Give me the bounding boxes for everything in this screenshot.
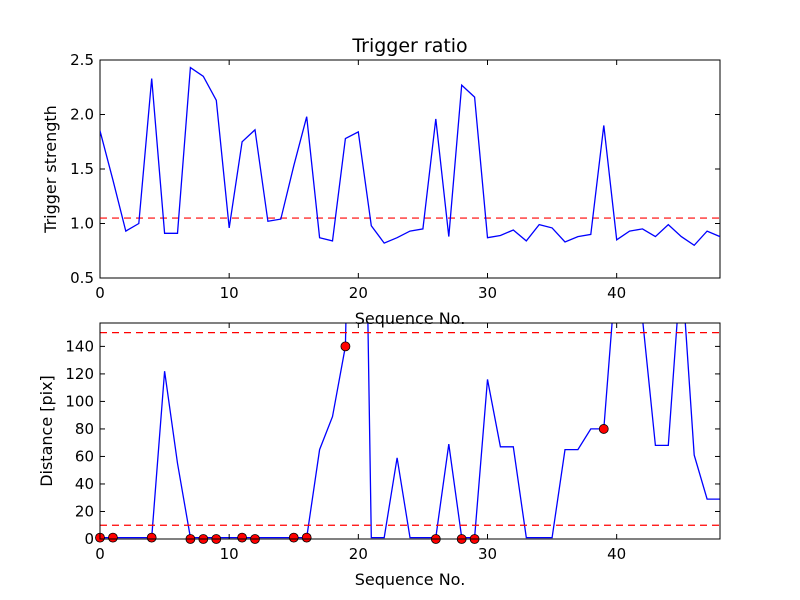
top-plot-frame (99, 59, 721, 279)
y-tick-label: 1.0 (70, 215, 94, 233)
data-marker (598, 424, 609, 434)
x-tick-label: 0 (95, 545, 105, 563)
bottom-axes: 0 10 20 30 40 0 20 40 60 80 100 120 140 Sequence No… (37, 322, 721, 589)
data-marker (340, 341, 351, 352)
top-y-ticks: 0.5 1.0 1.5 2.0 2.5 (70, 51, 720, 287)
chart-title: Trigger ratio (351, 35, 467, 57)
bottom-plot-frame (99, 322, 721, 540)
bottom-threshold-lines (100, 332, 720, 526)
y-tick-label: 140 (65, 337, 94, 355)
y-tick-label: 60 (75, 447, 94, 465)
y-tick-label: 40 (75, 475, 94, 493)
bottom-x-ticks: 0 10 20 30 40 (95, 323, 626, 563)
data-marker (288, 532, 299, 543)
y-tick-label: 1.5 (70, 160, 94, 178)
y-tick-label: 0 (84, 530, 94, 548)
y-tick-label: 80 (75, 420, 94, 438)
top-x-ticks: 0 10 20 30 40 (95, 60, 626, 302)
x-tick-label: 30 (478, 284, 497, 302)
series-line (100, 323, 720, 539)
y-tick-label: 2.0 (70, 106, 94, 124)
x-tick-label: 20 (349, 284, 368, 302)
bottom-series (100, 323, 720, 539)
x-tick-label: 40 (607, 545, 626, 563)
top-axes: 0 10 20 30 40 0.5 1.0 1.5 2.0 2.5 Sequence No. T… (41, 51, 721, 328)
data-marker (301, 532, 312, 543)
data-marker (146, 532, 157, 543)
data-marker (237, 532, 247, 543)
y-tick-label: 0.5 (70, 269, 94, 287)
x-tick-label: 10 (220, 284, 239, 302)
x-tick-label: 40 (607, 284, 626, 302)
data-marker (108, 532, 118, 543)
bottom-x-axis-label: Sequence No. (355, 570, 466, 589)
x-tick-label: 30 (478, 545, 497, 563)
x-tick-label: 0 (95, 284, 105, 302)
top-x-axis-label: Sequence No. (355, 309, 466, 328)
bottom-markers (95, 341, 609, 544)
bottom-y-axis-label: Distance [pix] (37, 375, 56, 487)
bottom-y-ticks: 0 20 40 60 80 100 120 140 (65, 337, 720, 548)
top-series (100, 66, 720, 247)
x-tick-label: 10 (220, 545, 239, 563)
y-tick-label: 120 (65, 365, 94, 383)
series-line (100, 66, 720, 247)
y-tick-label: 20 (75, 502, 94, 520)
y-tick-label: 2.5 (70, 51, 94, 69)
x-tick-label: 20 (349, 545, 368, 563)
y-tick-label: 100 (65, 392, 94, 410)
top-y-axis-label: Trigger strength (41, 105, 60, 234)
